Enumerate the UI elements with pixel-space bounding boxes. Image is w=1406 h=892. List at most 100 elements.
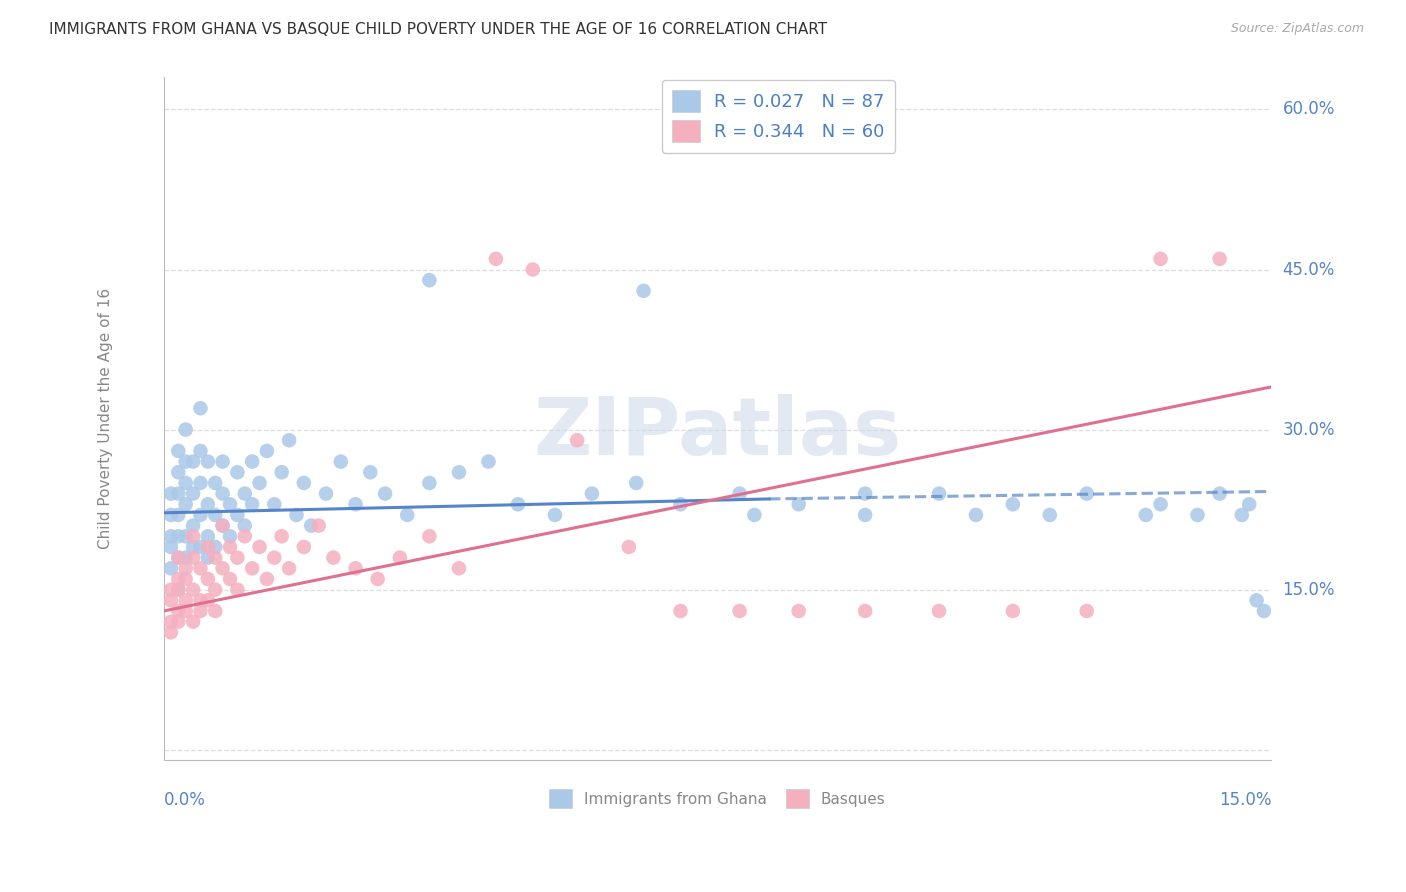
Point <box>181 615 204 629</box>
Point <box>292 540 315 554</box>
Point <box>197 593 219 607</box>
Point <box>181 486 204 500</box>
Point <box>160 508 183 522</box>
Point <box>197 454 219 468</box>
Point <box>418 273 440 287</box>
Point <box>160 582 183 597</box>
Point <box>447 561 470 575</box>
Point <box>174 529 197 543</box>
Point <box>1187 508 1209 522</box>
Point <box>197 540 219 554</box>
Point <box>1246 593 1268 607</box>
Point <box>367 572 389 586</box>
Point <box>299 518 322 533</box>
Point <box>285 508 308 522</box>
Point <box>1001 497 1024 511</box>
Point <box>204 604 226 618</box>
Point <box>219 497 242 511</box>
Point <box>240 561 263 575</box>
Point <box>565 434 588 448</box>
Point <box>197 529 219 543</box>
Point <box>240 454 263 468</box>
Point <box>174 454 197 468</box>
Text: Child Poverty Under the Age of 16: Child Poverty Under the Age of 16 <box>98 288 114 549</box>
Point <box>477 454 499 468</box>
Point <box>181 454 204 468</box>
Point <box>418 529 440 543</box>
Point <box>315 486 337 500</box>
Point <box>190 508 212 522</box>
Point <box>160 625 183 640</box>
Point <box>167 444 190 458</box>
Point <box>204 508 226 522</box>
Point <box>853 604 876 618</box>
Point <box>197 497 219 511</box>
Point <box>1253 604 1275 618</box>
Point <box>965 508 987 522</box>
Text: 0.0%: 0.0% <box>163 791 205 809</box>
Point <box>167 550 190 565</box>
Point <box>174 423 197 437</box>
Point <box>633 284 655 298</box>
Point <box>160 615 183 629</box>
Point <box>160 593 183 607</box>
Point <box>167 508 190 522</box>
Point <box>270 465 292 479</box>
Point <box>160 486 183 500</box>
Point <box>292 475 315 490</box>
Point <box>853 486 876 500</box>
Point <box>160 540 183 554</box>
Point <box>617 540 640 554</box>
Text: 30.0%: 30.0% <box>1282 421 1334 439</box>
Point <box>359 465 381 479</box>
Point <box>322 550 344 565</box>
Point <box>263 550 285 565</box>
Point <box>374 486 396 500</box>
Point <box>190 540 212 554</box>
Text: IMMIGRANTS FROM GHANA VS BASQUE CHILD POVERTY UNDER THE AGE OF 16 CORRELATION CH: IMMIGRANTS FROM GHANA VS BASQUE CHILD PO… <box>49 22 827 37</box>
Point <box>522 262 544 277</box>
Point <box>256 444 278 458</box>
Point <box>388 550 411 565</box>
Point <box>174 550 197 565</box>
Point <box>1208 486 1230 500</box>
Point <box>190 561 212 575</box>
Point <box>190 444 212 458</box>
Point <box>181 518 204 533</box>
Point <box>928 486 950 500</box>
Point <box>219 540 242 554</box>
Point <box>418 475 440 490</box>
Point <box>787 497 810 511</box>
Point <box>160 561 183 575</box>
Point <box>181 550 204 565</box>
Point <box>204 540 226 554</box>
Point <box>329 454 352 468</box>
Point <box>233 529 256 543</box>
Point <box>1076 604 1098 618</box>
Point <box>1230 508 1253 522</box>
Point <box>174 561 197 575</box>
Point <box>211 454 233 468</box>
Point <box>1208 252 1230 266</box>
Point <box>160 529 183 543</box>
Point <box>928 604 950 618</box>
Text: 15.0%: 15.0% <box>1282 581 1334 599</box>
Point <box>174 593 197 607</box>
Point <box>226 508 249 522</box>
Point <box>211 561 233 575</box>
Point <box>263 497 285 511</box>
Point <box>226 465 249 479</box>
Point <box>204 582 226 597</box>
Point <box>1149 497 1171 511</box>
Point <box>1237 497 1260 511</box>
Point <box>787 604 810 618</box>
Point <box>181 540 204 554</box>
Point <box>233 518 256 533</box>
Text: Source: ZipAtlas.com: Source: ZipAtlas.com <box>1230 22 1364 36</box>
Point <box>190 604 212 618</box>
Point <box>581 486 603 500</box>
Point <box>174 475 197 490</box>
Point <box>744 508 766 522</box>
Point <box>278 434 301 448</box>
Point <box>1001 604 1024 618</box>
